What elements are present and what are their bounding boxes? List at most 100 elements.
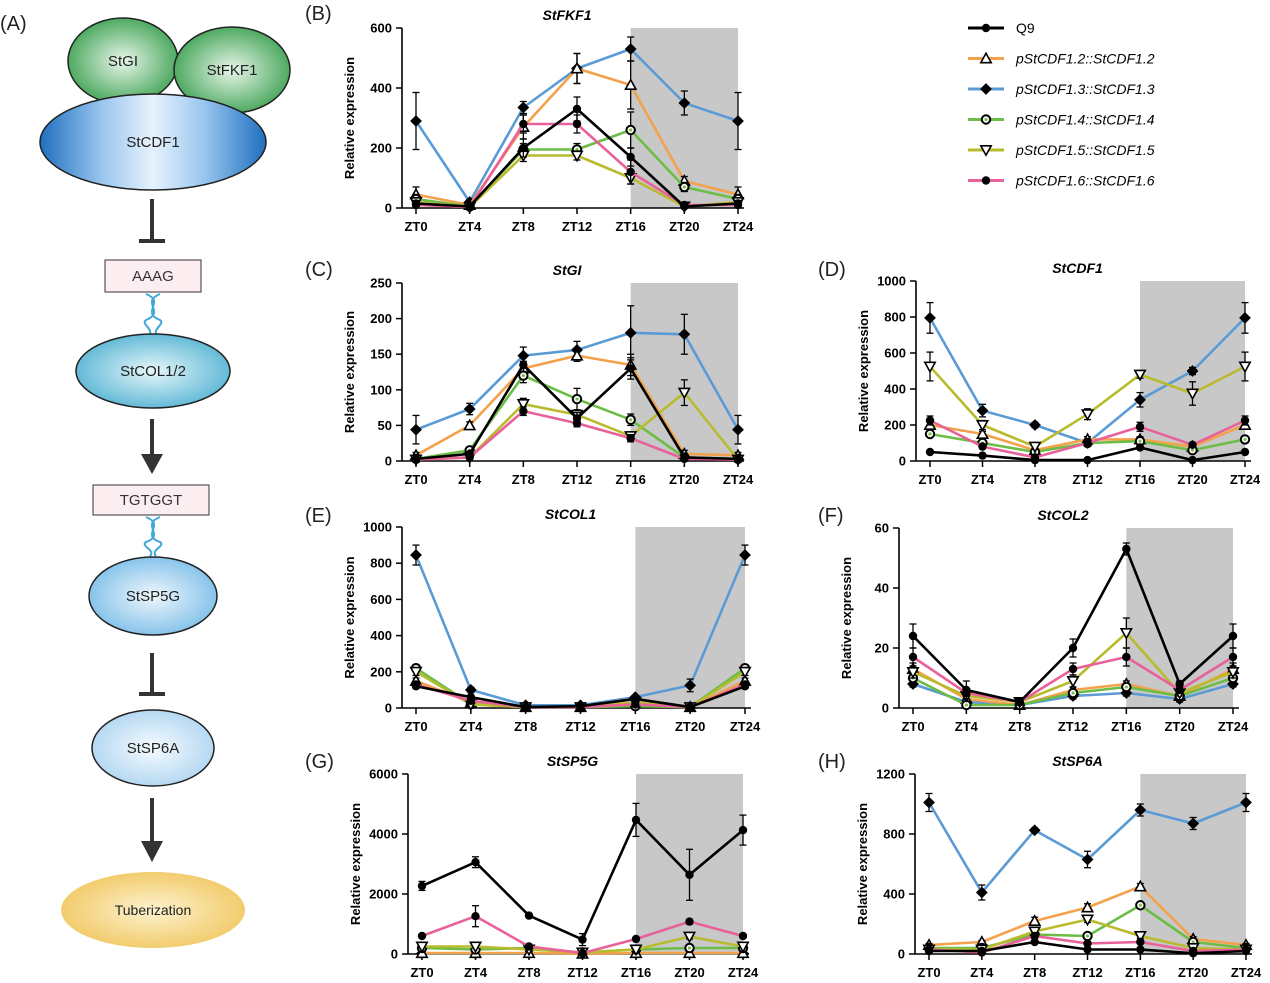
chart-stsp6a: (H) StSP6A Relative expression 0 400 800 1200 Z…: [818, 751, 1262, 980]
series-q9: [924, 937, 1251, 958]
panel-label: (E): [305, 505, 332, 527]
x-tick-label: ZT16: [620, 719, 650, 734]
x-tick-label: ZT0: [410, 965, 433, 980]
x-tick-label: ZT0: [404, 219, 427, 234]
data-point: [732, 115, 744, 127]
x-tick-label: ZT24: [1218, 719, 1249, 734]
panel-label: (H): [818, 751, 846, 773]
data-point: [1122, 544, 1131, 554]
y-tick-label: 0: [882, 701, 889, 716]
data-point: [1028, 914, 1042, 927]
data-point: [685, 917, 694, 926]
data-point: [415, 941, 429, 954]
chart-title: StFKF1: [543, 7, 592, 23]
data-point: [524, 942, 534, 951]
y-tick-label: 400: [884, 382, 906, 397]
y-tick-label: 150: [370, 347, 392, 362]
chart-stcol2: (F) StCOL2 Relative expression 0 20 40 60 ZT0 ZT…: [818, 505, 1249, 734]
node-label-stsp5g: StSP5G: [126, 588, 180, 605]
legend-marker: [979, 51, 993, 64]
x-tick-label: ZT8: [517, 965, 540, 980]
legend-marker: [980, 114, 992, 125]
data-point: [572, 119, 582, 129]
series-q9: [411, 682, 750, 712]
data-point: [1241, 946, 1251, 956]
data-point: [1133, 879, 1147, 892]
y-tick-label: 4000: [369, 827, 398, 842]
y-tick-label: 0: [899, 454, 906, 469]
motif-label-tgtggt: TGTGGT: [120, 492, 183, 509]
y-tick-label: 400: [370, 628, 392, 643]
y-tick-label: 200: [370, 311, 392, 326]
data-point: [1239, 434, 1251, 445]
inhibition-arrow-1: [139, 199, 165, 243]
data-point: [1240, 416, 1250, 425]
data-point: [626, 167, 635, 177]
data-point: [1083, 455, 1092, 465]
x-tick-label: ZT8: [1008, 719, 1031, 734]
data-point: [624, 78, 638, 90]
node-label-stfkf1: StFKF1: [207, 62, 258, 79]
x-tick-label: ZT8: [1023, 965, 1046, 980]
data-point: [572, 414, 582, 423]
data-point: [576, 701, 585, 711]
data-point: [471, 912, 480, 921]
data-point: [733, 199, 743, 208]
data-point: [625, 124, 636, 136]
legend-item: pStCDF1.2::StCDF1.2: [968, 51, 1155, 67]
chart-title: StGI: [553, 262, 583, 278]
x-tick-label: ZT4: [459, 719, 483, 734]
x-tick-label: ZT24: [730, 719, 761, 734]
data-point: [570, 348, 584, 361]
y-tick-label: 600: [884, 346, 906, 361]
data-point: [678, 97, 691, 109]
data-point: [1228, 631, 1238, 641]
chart-title: StSP6A: [1052, 753, 1103, 769]
legend-item: pStCDF1.5::StCDF1.5: [968, 142, 1155, 158]
x-tick-label: ZT8: [512, 472, 535, 487]
data-point: [1175, 679, 1184, 689]
activation-arrow-1: [141, 419, 163, 474]
x-tick-label: ZT20: [1178, 965, 1208, 980]
series-q9: [417, 802, 748, 947]
x-tick-label: ZT12: [562, 219, 592, 234]
legend: Q9pStCDF1.2::StCDF1.2pStCDF1.3::StCDF1.3…: [968, 20, 1155, 189]
x-tick-label: ZT4: [464, 965, 488, 980]
data-point: [1067, 687, 1079, 699]
data-point: [976, 404, 989, 417]
panel-label: (B): [305, 3, 332, 25]
x-tick-label: ZT8: [512, 219, 535, 234]
x-tick-label: ZT16: [615, 472, 645, 487]
data-point: [1082, 930, 1093, 942]
data-point: [524, 911, 534, 920]
data-point: [962, 685, 971, 695]
x-tick-label: ZT20: [1164, 719, 1194, 734]
data-point: [516, 399, 530, 411]
data-point: [680, 453, 689, 462]
data-point: [631, 694, 640, 704]
node-stgi: StGI: [67, 17, 179, 105]
x-tick-label: ZT4: [458, 472, 482, 487]
data-point: [1133, 930, 1147, 943]
data-point: [1134, 804, 1147, 816]
y-axis-label: Relative expression: [348, 803, 363, 925]
legend-label: pStCDF1.3::StCDF1.3: [1015, 81, 1155, 97]
data-point: [1015, 697, 1024, 707]
y-tick-label: 1200: [876, 767, 905, 782]
data-point: [923, 796, 935, 809]
y-tick-label: 60: [875, 521, 889, 536]
data-point: [463, 403, 476, 415]
node-stcol12: StCOL1/2: [75, 333, 231, 409]
y-tick-label: 0: [898, 947, 905, 962]
data-point: [519, 143, 528, 153]
y-tick-label: 800: [883, 827, 905, 842]
data-point: [685, 702, 695, 712]
x-tick-label: ZT8: [514, 719, 537, 734]
motif-box-tgtggt: TGTGGT: [92, 484, 210, 516]
data-point: [1066, 675, 1080, 688]
data-point: [677, 387, 691, 400]
data-point: [1119, 627, 1133, 640]
y-tick-label: 1000: [363, 520, 392, 535]
legend-label: pStCDF1.6::StCDF1.6: [1015, 173, 1155, 189]
